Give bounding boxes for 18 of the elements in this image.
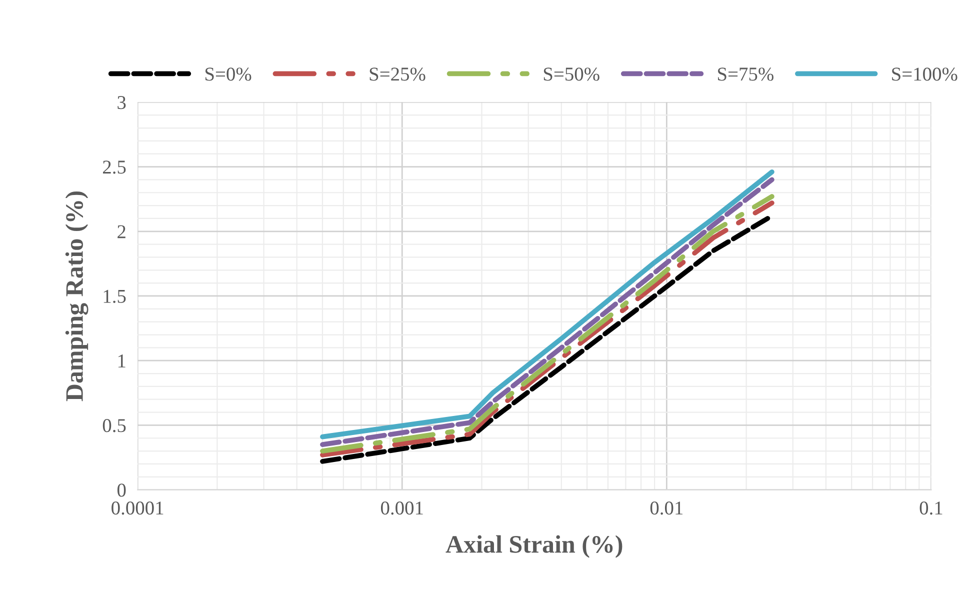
- legend-label: S=0%: [205, 68, 252, 81]
- y-axis-title: Damping Ratio (%): [65, 192, 88, 402]
- y-tick-label: 2.5: [103, 160, 126, 174]
- legend-label: S=25%: [370, 68, 426, 81]
- legend-label: S=100%: [892, 68, 958, 81]
- x-tick-label: 0.001: [380, 501, 423, 515]
- legend-label: S=50%: [544, 68, 600, 81]
- x-axis-title: Axial Strain (%): [446, 535, 622, 558]
- x-tick-label: 0.1: [920, 501, 942, 515]
- y-tick-label: 1: [118, 354, 126, 368]
- y-tick-label: 1.5: [104, 290, 126, 304]
- y-tick-label: 0: [117, 484, 126, 497]
- y-tick-label: 0.5: [102, 419, 126, 432]
- y-tick-label: 2: [118, 225, 126, 238]
- x-tick-label: 0.01: [650, 501, 683, 515]
- x-tick-label: 0.0001: [112, 501, 164, 515]
- legend-label: S=75%: [718, 68, 774, 81]
- y-tick-label: 3: [118, 96, 126, 110]
